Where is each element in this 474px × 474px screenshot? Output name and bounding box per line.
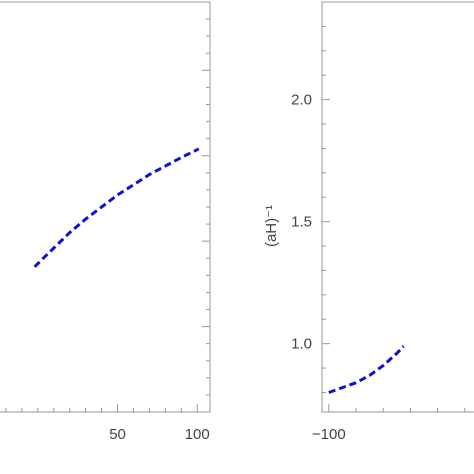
right-y-tick-label: 1.5	[291, 214, 312, 231]
left-x-tick-label: 100	[185, 426, 210, 443]
left-plot: 50 100	[0, 1, 211, 443]
right-y-axis-label: (aH)⁻¹	[263, 205, 280, 247]
right-y-tick-label: 2.0	[291, 92, 312, 109]
left-plot-ticks	[5, 18, 210, 413]
right-y-tick-label: 1.0	[291, 336, 312, 353]
right-y-tick-labels: 1.0 1.5 2.0	[291, 92, 312, 353]
left-plot-frame	[0, 1, 211, 413]
left-x-tick-label: 50	[109, 426, 126, 443]
right-series-line	[328, 345, 405, 394]
left-x-tick-labels: 50 100	[109, 426, 210, 443]
right-plot: 1.0 1.5 2.0 −100 (aH)⁻¹	[263, 1, 474, 443]
right-plot-ticks	[322, 1, 466, 412]
right-x-tick-label: −100	[312, 426, 346, 443]
left-series-line	[33, 147, 200, 268]
right-plot-frame	[321, 1, 474, 413]
right-x-tick-labels: −100	[312, 426, 346, 443]
